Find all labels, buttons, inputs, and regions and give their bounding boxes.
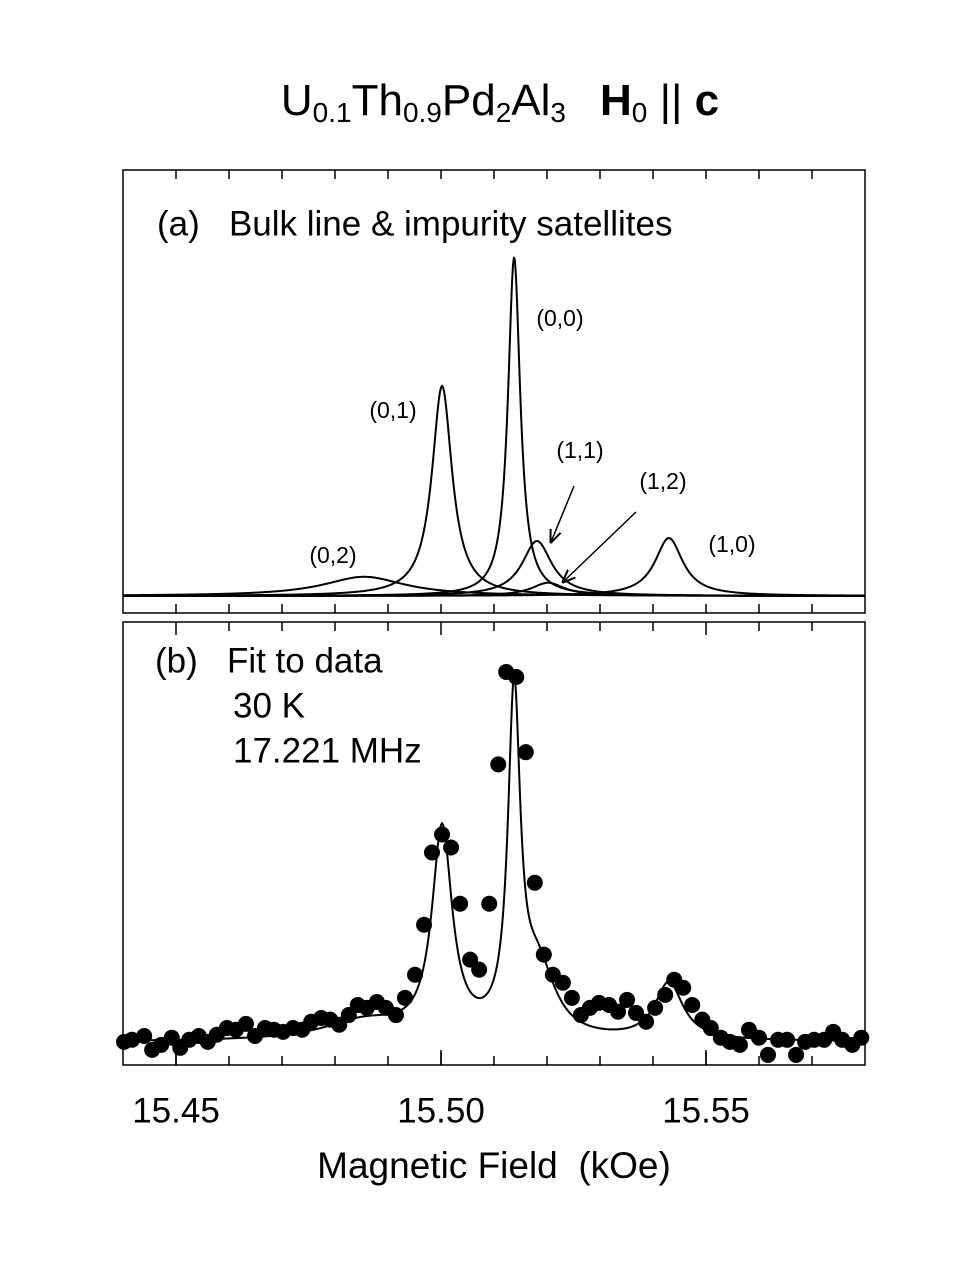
annotation: 17.221 MHz <box>233 731 422 770</box>
data-point <box>396 989 413 1006</box>
title-part: Pd <box>442 76 496 125</box>
data-point <box>702 1020 719 1037</box>
peak-label: (0,1) <box>369 397 416 423</box>
data-point <box>760 1046 777 1063</box>
data-point <box>443 839 460 856</box>
title-part: || <box>647 76 694 125</box>
data-point <box>471 961 488 978</box>
x-axis-label: Magnetic Field (kOe) <box>317 1145 671 1186</box>
data-point <box>535 946 552 963</box>
data-point <box>481 895 498 912</box>
data-point <box>853 1029 870 1046</box>
title-part: 3 <box>550 97 566 128</box>
title-part: U <box>281 76 313 125</box>
component-curve <box>122 384 865 597</box>
data-point <box>237 1015 254 1032</box>
title-part: 2 <box>496 97 512 128</box>
data-point <box>508 669 525 686</box>
data-point <box>731 1036 748 1053</box>
data-point <box>563 989 580 1006</box>
title-part: 0.9 <box>403 97 442 128</box>
peak-label: (1,0) <box>708 531 755 557</box>
data-point <box>387 1007 404 1024</box>
peak-label: (0,0) <box>536 305 583 331</box>
annotation: 30 K <box>233 686 305 725</box>
fit-line <box>122 675 866 1042</box>
arrow <box>551 485 575 542</box>
data-point <box>751 1029 767 1046</box>
data-point <box>638 1013 655 1030</box>
peak-label: (1,2) <box>639 468 686 494</box>
data-point <box>416 916 433 933</box>
peak-label: (0,2) <box>309 542 356 568</box>
data-point <box>452 895 469 912</box>
data-point <box>788 1046 805 1063</box>
data-point <box>684 996 701 1013</box>
panel-a-label: (a) Bulk line & impurity satellites <box>157 204 672 243</box>
x-tick-label: 15.55 <box>662 1091 750 1130</box>
data-point <box>610 1003 627 1020</box>
data-point <box>657 986 674 1003</box>
data-point <box>619 991 636 1008</box>
data-point <box>136 1028 153 1045</box>
data-point <box>423 844 440 861</box>
title-part: Al <box>511 76 550 125</box>
data-point <box>517 744 534 761</box>
title-part: c <box>695 76 719 125</box>
data-point <box>490 756 507 773</box>
data-point <box>407 966 424 983</box>
arrow <box>563 511 637 582</box>
data-point <box>779 1031 796 1048</box>
x-tick-label: 15.45 <box>132 1091 220 1130</box>
title-part: H <box>600 76 632 125</box>
title-part: 0 <box>632 97 648 128</box>
x-tick-label: 15.50 <box>397 1091 485 1130</box>
panel-b-label: (b) Fit to data <box>155 641 383 680</box>
figure-title: U0.1Th0.9Pd2Al3 H0 || c <box>281 76 719 129</box>
data-point <box>124 1031 141 1048</box>
data-point <box>434 826 451 843</box>
data-point <box>554 974 571 991</box>
data-point <box>647 999 664 1016</box>
component-curve <box>123 537 865 597</box>
peak-label: (1,1) <box>556 437 603 463</box>
data-point <box>526 874 543 891</box>
data-point <box>675 979 692 996</box>
title-part: 0.1 <box>313 97 352 128</box>
title-part: Th <box>352 76 403 125</box>
